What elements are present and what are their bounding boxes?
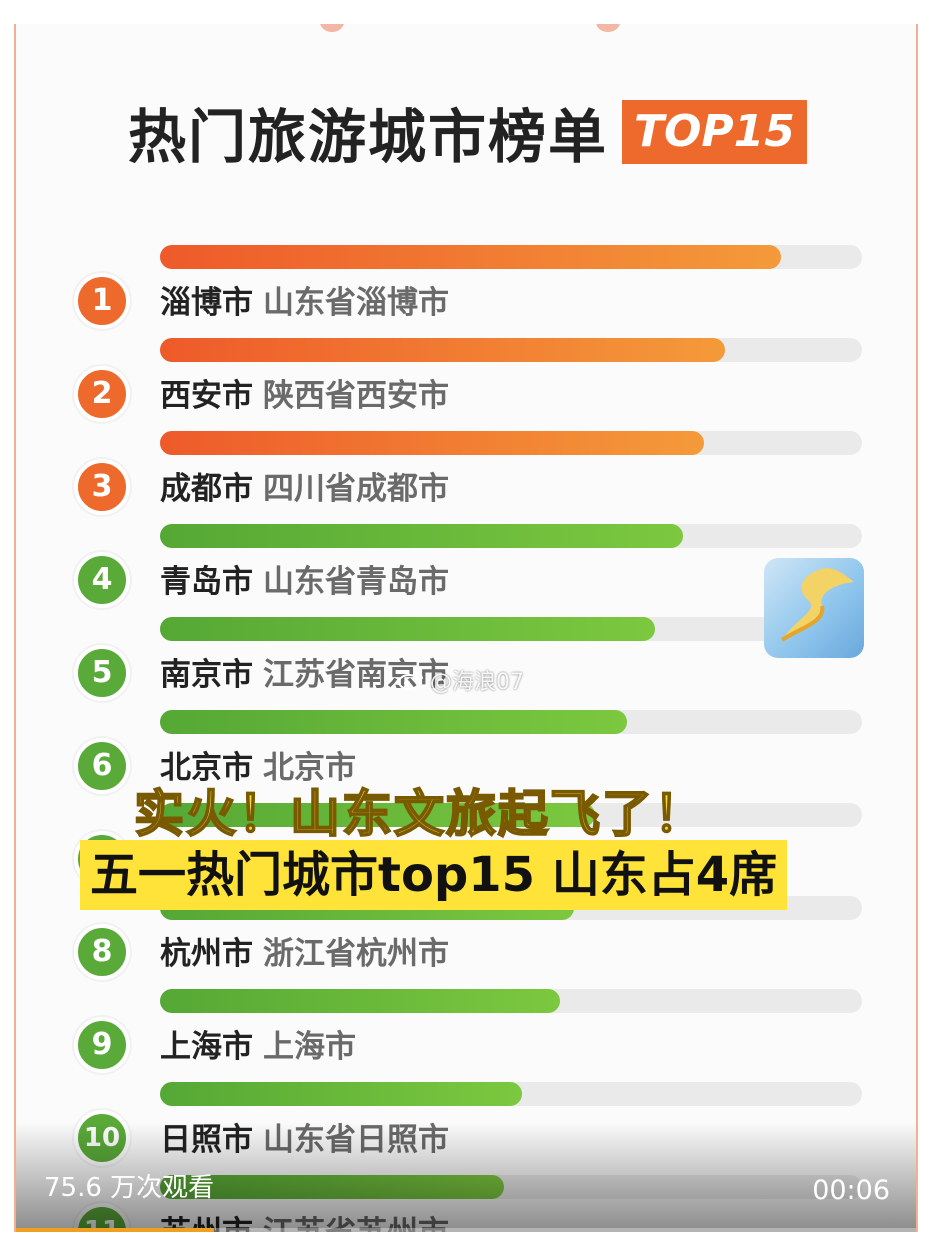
rank-number-badge: 6: [74, 738, 130, 794]
decor-dot: [596, 24, 620, 32]
rank-row: 5 南京市 江苏省南京市: [16, 617, 916, 707]
city-name: 日照市: [160, 1122, 253, 1158]
rank-city-line: 日照市山东省日照市: [160, 1114, 449, 1159]
rank-bar-track: [160, 431, 862, 455]
city-region: 陕西省西安市: [263, 378, 449, 414]
video-player[interactable]: 热门旅游城市榜单 TOP15 1 淄博市 山东省淄博市 2 西安市 陕西省西安市 3 成都市四…: [14, 24, 918, 1232]
rank-city-line: 上海市 上海市: [160, 1021, 356, 1066]
top15-badge: TOP15: [622, 100, 807, 164]
weibo-watermark: @海浪07: [398, 664, 524, 696]
rank-row: 9 上海市 上海市: [16, 989, 916, 1079]
ranking-title: 热门旅游城市榜单: [128, 103, 609, 171]
watermark-text: @海浪07: [430, 670, 524, 695]
rank-bar-track: [160, 803, 862, 827]
rank-city-line: 北京市 北京市: [160, 742, 356, 787]
rank-number-badge: 5: [74, 645, 130, 701]
rank-bar-fill: [160, 989, 561, 1013]
rank-bar-fill: [160, 617, 655, 641]
rank-number-badge: 3: [74, 459, 130, 515]
rank-bar-fill: [160, 431, 705, 455]
rank-bar-fill: [160, 1175, 504, 1199]
caption-subtitle: 五一热门城市top15 山东占4席: [80, 840, 788, 910]
app-logo-icon[interactable]: [764, 558, 864, 658]
rank-bar-track: [160, 1175, 862, 1199]
rank-number-badge: 9: [74, 1017, 130, 1073]
city-name: 苏州市: [160, 1215, 253, 1232]
rank-bar-track: [160, 338, 862, 362]
rank-city-line: 苏州市江苏省苏州市: [160, 1207, 449, 1232]
rank-bar-fill: [160, 524, 683, 548]
rank-number-badge: 10: [74, 1110, 130, 1166]
rank-row: 4 青岛市 山东省青岛市: [16, 524, 916, 614]
rank-number-badge: 1: [74, 273, 130, 329]
rank-row: 6 北京市 北京市: [16, 710, 916, 800]
city-name: 淄博市: [160, 285, 253, 321]
city-name: 北京市: [160, 750, 253, 786]
rank-city-line: 杭州市 浙江省杭州市: [160, 928, 449, 973]
rank-city-line: 成都市 四川省成都市: [160, 463, 449, 508]
rank-row: 2 西安市 陕西省西安市: [16, 338, 916, 428]
city-region: 江苏省南京市: [263, 657, 449, 693]
rank-city-line: 淄博市 山东省淄博市: [160, 277, 449, 322]
city-region: 上海市: [263, 1029, 356, 1065]
playback-time: 00:06: [812, 1175, 890, 1206]
rank-bar-track: [160, 245, 862, 269]
rank-row: 1 淄博市 山东省淄博市: [16, 245, 916, 335]
rank-row: 3 成都市 四川省成都市: [16, 431, 916, 521]
rank-number-badge: 8: [74, 924, 130, 980]
city-region: 北京市: [263, 750, 356, 786]
city-region: 山东省青岛市: [263, 564, 449, 600]
rank-number-badge: 2: [74, 366, 130, 422]
rank-bar-fill: [160, 338, 726, 362]
city-name: 南京市: [160, 657, 253, 693]
rank-row: 11苏州市江苏省苏州市: [16, 1175, 916, 1232]
rank-bar-fill: [160, 1082, 522, 1106]
decor-dot: [320, 24, 344, 32]
rank-row: 7: [16, 803, 916, 893]
city-name: 青岛市: [160, 564, 253, 600]
rank-bar-track: [160, 710, 862, 734]
rank-city-line: 青岛市 山东省青岛市: [160, 556, 449, 601]
view-count: 75.6 万次观看: [44, 1173, 215, 1203]
rank-number-badge: 4: [74, 552, 130, 608]
rank-bar-fill: [160, 710, 627, 734]
city-region: 山东省日照市: [263, 1122, 449, 1158]
ranking-header: 热门旅游城市榜单 TOP15: [128, 94, 807, 171]
rank-bar-fill: [160, 803, 596, 827]
city-name: 成都市: [160, 471, 253, 507]
rank-bar-track: [160, 989, 862, 1013]
city-name: 西安市: [160, 378, 253, 414]
city-region: 江苏省苏州市: [263, 1215, 449, 1232]
rank-bar-track: [160, 617, 862, 641]
city-region: 浙江省杭州市: [263, 936, 449, 972]
rank-bar-fill: [160, 245, 782, 269]
rank-bar-track: [160, 524, 862, 548]
city-name: 上海市: [160, 1029, 253, 1065]
caption-headline: 实火！山东文旅起飞了！: [133, 784, 706, 844]
rank-city-line: 西安市 陕西省西安市: [160, 370, 449, 415]
progress-bar[interactable]: [16, 1228, 916, 1232]
rank-bar-track: [160, 1082, 862, 1106]
city-region: 山东省淄博市: [263, 285, 449, 321]
rank-city-line: 南京市 江苏省南京市: [160, 649, 449, 694]
progress-fill: [16, 1228, 214, 1232]
rank-row: 10 日照市山东省日照市: [16, 1082, 916, 1172]
ranking-list: 1 淄博市 山东省淄博市 2 西安市 陕西省西安市 3 成都市 四川省成都市 4 青岛市 山东省青岛市…: [16, 24, 916, 1232]
weibo-icon: [398, 671, 423, 690]
city-region: 四川省成都市: [263, 471, 449, 507]
city-name: 杭州市: [160, 936, 253, 972]
player-gradient: [16, 1122, 916, 1232]
